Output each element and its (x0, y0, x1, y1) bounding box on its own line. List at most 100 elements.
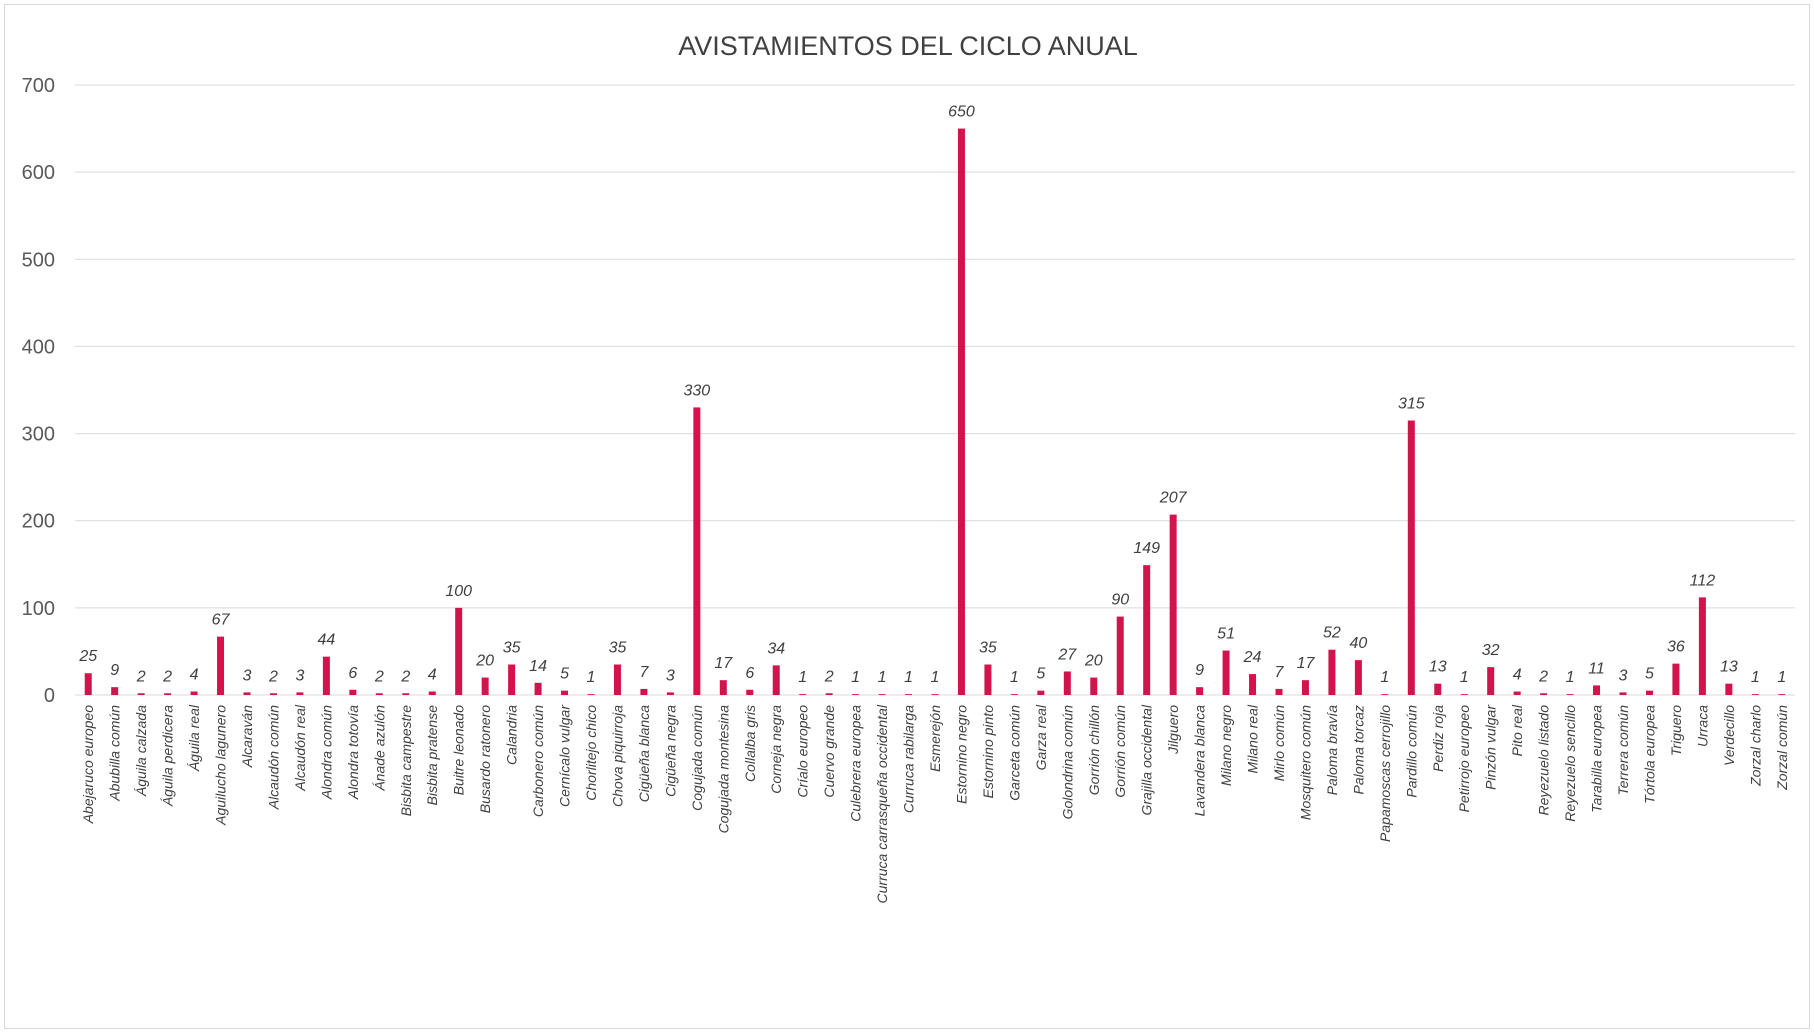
x-tick-label: Esmerejón (927, 705, 943, 772)
bar (719, 680, 727, 695)
data-label: 25 (78, 648, 97, 665)
x-tick-label: Aguilucho lagunero (213, 705, 229, 826)
x-tick-label: Abejaruco europeo (80, 705, 96, 825)
data-label: 1 (1380, 669, 1389, 686)
bar (878, 694, 886, 695)
bar (1540, 693, 1548, 695)
x-tick-label: Estornino negro (953, 705, 969, 804)
data-label: 1 (1751, 669, 1760, 686)
x-tick-label: Triguero (1668, 705, 1684, 756)
data-label: 207 (1159, 490, 1188, 507)
data-label: 9 (1195, 662, 1204, 679)
x-tick-label: Ánade azulón (371, 705, 387, 792)
x-tick-label: Curruca rabilarga (901, 705, 917, 813)
bar (1275, 688, 1283, 695)
x-tick-label: Alcaraván (239, 705, 255, 768)
data-label: 1 (1777, 669, 1786, 686)
bar (1593, 685, 1601, 695)
bar (1090, 677, 1098, 695)
x-tick-label: Buitre leonado (451, 705, 467, 796)
y-tick-label: 400 (22, 336, 55, 358)
data-label: 24 (1243, 649, 1262, 666)
bar-chart: AVISTAMIENTOS DEL CICLO ANUAL 0 100 200 300… (22, 31, 1795, 903)
data-label: 100 (445, 583, 472, 600)
x-tick-label: Corneja negra (768, 705, 784, 794)
bar (1169, 514, 1177, 695)
bar (269, 693, 277, 695)
bar (693, 407, 701, 695)
data-label: 13 (1429, 659, 1447, 676)
bar (1407, 420, 1415, 695)
y-axis-ticks: 0 100 200 300 400 500 600 700 (22, 75, 55, 707)
data-label: 1 (904, 669, 913, 686)
x-tick-label: Verdecillo (1721, 705, 1737, 766)
data-label: 2 (400, 668, 410, 685)
data-label: 1 (931, 669, 940, 686)
data-label: 1 (1460, 669, 1469, 686)
bar (1434, 683, 1442, 695)
x-tick-label: Paloma bravía (1324, 705, 1340, 795)
x-tick-label: Terrera común (1615, 705, 1631, 796)
data-label: 51 (1217, 626, 1235, 643)
y-tick-label: 100 (22, 598, 55, 620)
x-tick-label: Bisbita pratense (424, 705, 440, 806)
data-label: 36 (1667, 639, 1685, 656)
data-label: 650 (948, 104, 975, 121)
bar (746, 689, 754, 695)
x-tick-label: Reyezuelo sencillo (1562, 705, 1578, 822)
data-label: 1 (1010, 669, 1019, 686)
x-tick-label: Gorrión chillón (1086, 705, 1102, 795)
data-label: 27 (1057, 646, 1077, 663)
x-tick-label: Grajilla occidental (1139, 704, 1155, 815)
gridlines (75, 84, 1795, 696)
data-label: 14 (529, 658, 547, 675)
bar (1645, 690, 1653, 695)
bar (1698, 597, 1706, 695)
bar (349, 689, 357, 695)
x-tick-label: Estornino pinto (980, 705, 996, 799)
x-tick-label: Pardillo común (1403, 705, 1419, 798)
data-label: 112 (1690, 572, 1716, 589)
data-label: 2 (824, 668, 834, 685)
y-tick-label: 0 (44, 685, 55, 707)
bar (905, 694, 913, 695)
x-tick-label: Cuervo grande (821, 705, 837, 798)
bar (984, 664, 992, 695)
bar (825, 693, 833, 695)
bar (772, 665, 780, 695)
bar (217, 636, 225, 695)
data-label: 5 (1036, 666, 1045, 683)
bar (1116, 616, 1124, 695)
bar (164, 693, 172, 695)
bar (137, 693, 145, 695)
x-tick-label: Urraca (1694, 705, 1710, 747)
data-label: 1 (1566, 669, 1575, 686)
bar (957, 128, 965, 696)
bar (402, 693, 410, 695)
bar (1249, 674, 1257, 695)
bar (1063, 671, 1071, 695)
data-label: 4 (1513, 667, 1522, 684)
data-label: 67 (212, 612, 231, 629)
x-tick-label: Cernícalo vulgar (557, 704, 573, 807)
bar (1619, 692, 1627, 695)
data-label: 6 (348, 665, 357, 682)
chart-title: AVISTAMIENTOS DEL CICLO ANUAL (678, 31, 1138, 61)
data-label: 35 (609, 640, 627, 657)
bar (1037, 690, 1045, 695)
x-tick-label: Alcaudón común (265, 705, 281, 811)
data-label: 35 (979, 640, 997, 657)
x-tick-label: Pinzón vulgar (1483, 704, 1499, 790)
bar (1354, 660, 1362, 695)
data-label: 32 (1482, 642, 1500, 659)
bar (243, 692, 251, 695)
data-label: 4 (428, 667, 437, 684)
x-tick-label: Jilguero (1165, 705, 1181, 755)
x-tick-label: Culebrera europea (848, 705, 864, 822)
data-label: 2 (268, 668, 278, 685)
bar (799, 694, 807, 695)
x-tick-label: Zorzal común (1774, 705, 1790, 791)
x-tick-label: Tórtola europea (1641, 705, 1657, 804)
bar (1566, 694, 1574, 695)
data-label: 3 (295, 667, 304, 684)
